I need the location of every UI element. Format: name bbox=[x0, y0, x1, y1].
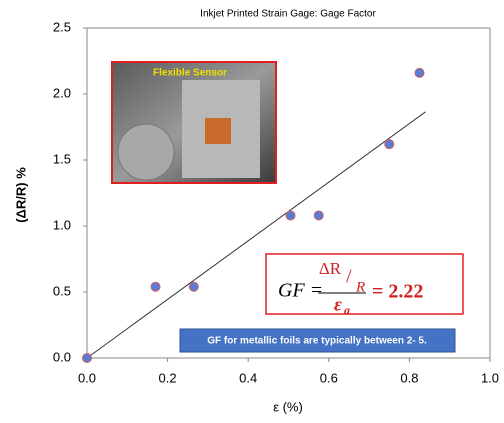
note-text: GF for metallic foils are typically betw… bbox=[207, 336, 427, 347]
formula-epsilon: ε bbox=[334, 294, 342, 315]
x-tick-label: 0.6 bbox=[320, 370, 338, 385]
chart-title: Inkjet Printed Strain Gage: Gage Factor bbox=[200, 9, 376, 20]
formula-result: = 2.22 bbox=[372, 281, 423, 303]
note-box: GF for metallic foils are typically betw… bbox=[180, 329, 455, 352]
photo-label: Flexible Sensor bbox=[153, 68, 227, 79]
data-point bbox=[385, 140, 394, 149]
coin bbox=[118, 124, 174, 180]
x-tick-label: 0.0 bbox=[78, 370, 96, 385]
formula-box: GF = ΔR / R ε a = 2.22 bbox=[266, 254, 463, 317]
chart: Inkjet Printed Strain Gage: Gage Factor … bbox=[0, 0, 504, 418]
x-axis-label: ε (%) bbox=[273, 399, 303, 414]
photo-inset: Flexible Sensor bbox=[112, 62, 276, 183]
x-tick-label: 1.0 bbox=[481, 370, 499, 385]
x-tick-label: 0.4 bbox=[239, 370, 257, 385]
data-point bbox=[189, 282, 198, 291]
y-tick-label: 2.5 bbox=[53, 19, 71, 34]
y-axis-label: (ΔR/R) % bbox=[13, 167, 28, 223]
y-tick-label: 0.5 bbox=[53, 283, 71, 298]
x-tick-label: 0.2 bbox=[159, 370, 177, 385]
formula-subscript: a bbox=[344, 303, 350, 317]
y-tick-label: 0.0 bbox=[53, 349, 71, 364]
y-tick-label: 1.5 bbox=[53, 151, 71, 166]
y-tick-label: 2.0 bbox=[53, 85, 71, 100]
formula-slash: / bbox=[346, 266, 352, 288]
sensor-grid bbox=[205, 118, 231, 144]
data-point bbox=[286, 211, 295, 220]
data-point bbox=[314, 211, 323, 220]
formula-numerator: ΔR bbox=[319, 259, 342, 278]
data-point bbox=[83, 354, 92, 363]
data-point bbox=[415, 68, 424, 77]
x-tick-label: 0.8 bbox=[400, 370, 418, 385]
data-point bbox=[151, 282, 160, 291]
formula-lhs: GF = bbox=[278, 280, 323, 302]
y-tick-label: 1.0 bbox=[53, 217, 71, 232]
